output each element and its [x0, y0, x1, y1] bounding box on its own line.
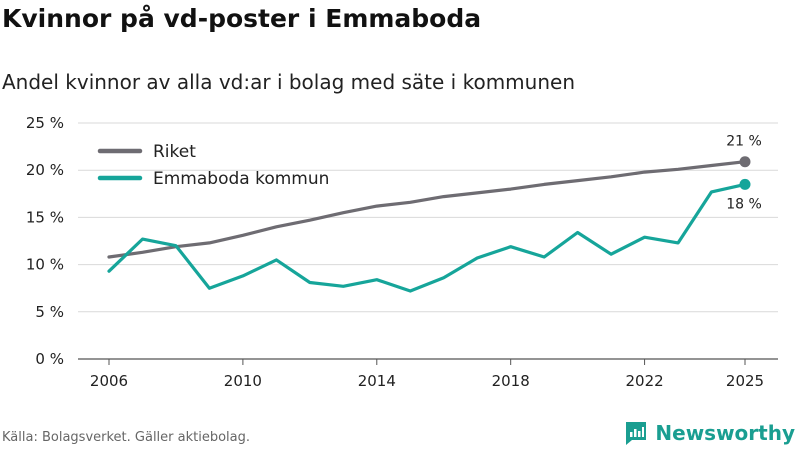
end-value-label: 21 % [726, 134, 762, 150]
x-tick-label: 2018 [492, 372, 530, 390]
y-tick-label: 15 % [26, 208, 64, 226]
series-line-emmaboda [107, 182, 747, 293]
x-tick-label: 2006 [90, 372, 128, 390]
chart-subtitle: Andel kvinnor av alla vd:ar i bolag med … [2, 70, 575, 94]
end-point-marker [739, 156, 751, 168]
x-tick-label: 2025 [726, 372, 764, 390]
y-tick-label: 5 % [35, 303, 64, 321]
legend-label: Riket [153, 142, 196, 162]
y-tick-label: 25 % [26, 114, 64, 132]
x-tick-label: 2010 [224, 372, 262, 390]
x-tick-label: 2022 [625, 372, 663, 390]
newsworthy-logo-icon [626, 422, 647, 445]
brand-logo: Newsworthy [623, 420, 795, 446]
legend-label: Emmaboda kommun [153, 169, 329, 189]
brand-name: Newsworthy [655, 421, 795, 445]
line-chart: 0 % 5 % 10 % 15 % 20 % 25 % 2006 2010 2014 2018 20… [26, 114, 778, 390]
series-line-riket [107, 160, 747, 259]
end-point-marker [739, 178, 751, 190]
end-value-label: 18 % [726, 196, 762, 212]
y-tick-label: 20 % [26, 161, 64, 179]
x-tick-label: 2014 [358, 372, 396, 390]
y-tick-label: 10 % [26, 256, 64, 274]
chart-title: Kvinnor på vd-poster i Emmaboda [2, 4, 482, 33]
source-note: Källa: Bolagsverket. Gäller aktiebolag. [2, 430, 251, 445]
y-tick-label: 0 % [35, 350, 64, 368]
